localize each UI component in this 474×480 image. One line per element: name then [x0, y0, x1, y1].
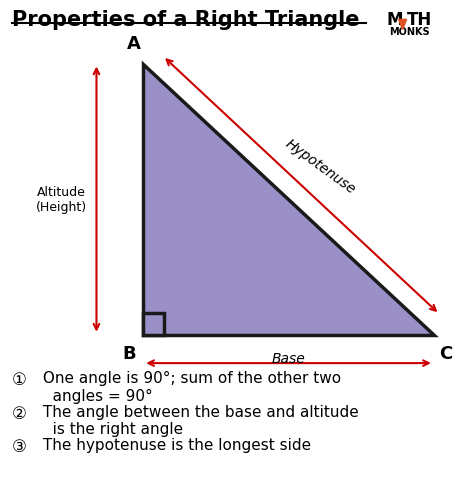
Text: MONKS: MONKS	[389, 26, 430, 36]
Text: ①: ①	[12, 371, 27, 388]
Polygon shape	[143, 313, 164, 335]
Text: A: A	[127, 35, 141, 53]
Polygon shape	[399, 20, 407, 30]
Text: Altitude
(Height): Altitude (Height)	[36, 186, 87, 214]
Text: ③: ③	[12, 437, 27, 455]
Text: B: B	[122, 344, 136, 362]
Text: The angle between the base and altitude
   is the right angle: The angle between the base and altitude …	[38, 404, 359, 436]
Text: The hypotenuse is the longest side: The hypotenuse is the longest side	[38, 437, 311, 452]
Polygon shape	[143, 64, 434, 335]
Text: ②: ②	[12, 404, 27, 421]
Text: TH: TH	[407, 12, 432, 29]
Text: One angle is 90°; sum of the other two
   angles = 90°: One angle is 90°; sum of the other two a…	[38, 371, 341, 403]
Text: C: C	[439, 344, 452, 362]
Text: M: M	[387, 12, 403, 29]
Text: Properties of a Right Triangle: Properties of a Right Triangle	[12, 10, 360, 30]
Text: Hypotenuse: Hypotenuse	[282, 137, 358, 197]
Text: Base: Base	[272, 352, 305, 366]
